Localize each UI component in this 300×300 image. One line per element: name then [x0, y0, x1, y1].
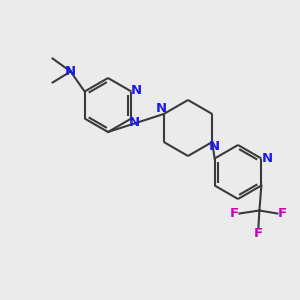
Text: F: F — [254, 227, 263, 240]
Text: N: N — [65, 65, 76, 78]
Text: N: N — [129, 116, 140, 129]
Text: N: N — [131, 84, 142, 97]
Text: F: F — [230, 207, 239, 220]
Text: F: F — [278, 207, 287, 220]
Text: N: N — [156, 103, 167, 116]
Text: N: N — [262, 152, 273, 165]
Text: N: N — [209, 140, 220, 154]
